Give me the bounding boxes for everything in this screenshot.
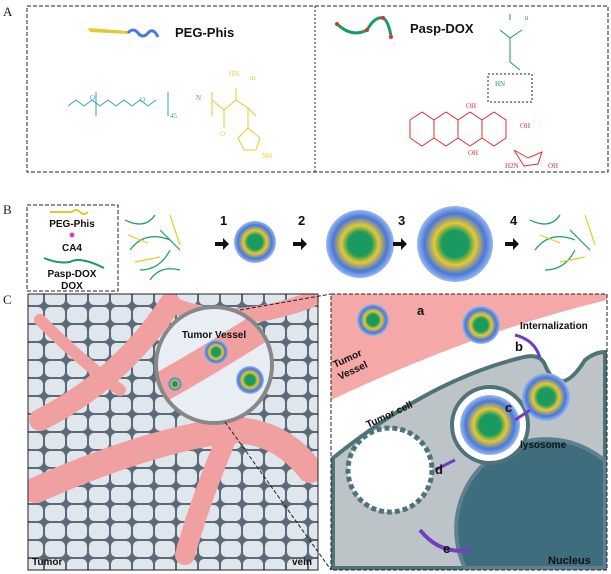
peg-phis-title: PEG-Phis [175, 25, 234, 40]
step-e: e [443, 541, 450, 556]
micelle-2 [326, 210, 394, 278]
disassembled-polymers [529, 214, 596, 271]
internalization-label: Internalization [520, 321, 588, 332]
panel-c: C Tumor Vessel Tumor vein [3, 292, 608, 571]
pasp-dox-structure: n HN OH OH OH H2N OH [409, 14, 558, 170]
peg-phis-structure: O O 45 N HN m O NH [67, 70, 272, 160]
legend-box [26, 204, 119, 292]
legend-ca4: CA4 [62, 243, 82, 254]
nucleus-label: Nucleus [548, 555, 591, 567]
step-a: a [417, 303, 425, 318]
panel-a-label: A [3, 4, 13, 19]
vein-label: vein [292, 557, 312, 568]
micelle-3 [417, 206, 493, 282]
svg-text:HN: HN [229, 70, 239, 78]
svg-text:H2N: H2N [505, 162, 519, 170]
lysosome-label: lysosome [520, 440, 567, 451]
panel-c-right-frame [330, 293, 608, 571]
svg-text:OH: OH [520, 122, 530, 130]
cell-uptake-scene [331, 294, 607, 570]
legend-peg-phis: PEG-Phis [49, 219, 95, 230]
svg-text:NH: NH [262, 152, 272, 160]
svg-text:HN: HN [495, 80, 505, 88]
panel-a-frame [26, 5, 609, 173]
svg-text:N: N [196, 94, 201, 102]
step-1: 1 [220, 213, 227, 228]
peg-chain-icon [126, 28, 160, 38]
zoom-circle [154, 305, 274, 425]
svg-text:OH: OH [466, 102, 476, 110]
step-c: c [505, 400, 512, 415]
panel-c-left-frame [27, 293, 319, 571]
svg-text:O: O [140, 96, 145, 104]
svg-text:O: O [90, 94, 95, 102]
legend-dox: DOX [61, 281, 83, 292]
svg-text:OH: OH [468, 149, 478, 157]
step-d: d [435, 462, 443, 477]
legend-pasp-dox: Pasp-DOX [48, 269, 97, 280]
panel-c-label: C [3, 292, 12, 307]
step-arrows [215, 238, 519, 250]
step-4: 4 [510, 213, 518, 228]
svg-text:m: m [250, 74, 256, 82]
panel-b-label: B [3, 202, 12, 217]
pasp-dox-icon [335, 16, 393, 37]
zoom-connector [224, 421, 332, 571]
svg-text:O: O [220, 130, 225, 138]
zoom-connector [239, 293, 332, 311]
dox-dots-icon [335, 16, 393, 39]
peg-phis-icon [88, 28, 128, 34]
pasp-dox-title: Pasp-DOX [410, 21, 474, 36]
legend-ca4-icon [69, 232, 75, 238]
tumor-vessel-zoom-label: Tumor Vessel [182, 330, 247, 341]
micelle-1 [234, 221, 276, 263]
panel-b: B PEG-Phis CA4 Pasp-DOX DOX 1 2 3 4 [3, 202, 596, 292]
svg-text:45: 45 [170, 112, 178, 120]
svg-text:OH: OH [548, 162, 558, 170]
step-b: b [515, 339, 523, 354]
free-polymers [124, 214, 181, 281]
legend-peg-icon [50, 209, 89, 215]
panel-a: A PEG-Phis O O 45 N HN m O NH Pasp-DOX [3, 4, 609, 173]
step-2: 2 [298, 213, 305, 228]
legend-pasp-icon [43, 257, 105, 269]
step-3: 3 [398, 213, 405, 228]
svg-text:n: n [525, 14, 529, 22]
tumor-label: Tumor [32, 557, 62, 568]
